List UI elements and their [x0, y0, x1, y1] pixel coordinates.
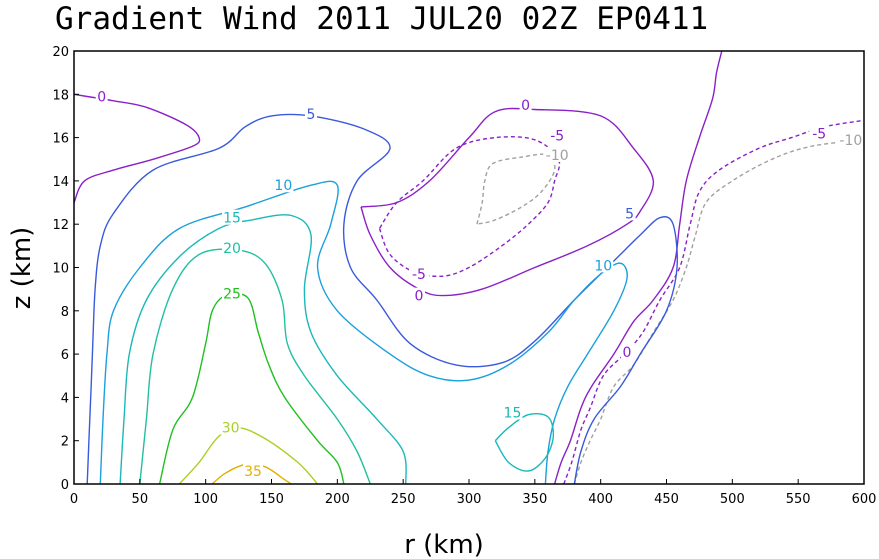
- x-tick-label: 500: [720, 492, 745, 507]
- x-tick-label: 450: [654, 492, 679, 507]
- y-tick-label: 18: [52, 88, 69, 103]
- contour-label-bg: [593, 257, 614, 273]
- contour-label-bg: [519, 97, 532, 113]
- contour-label-16: 25: [223, 286, 241, 302]
- x-axis-label: r (km): [404, 530, 484, 559]
- contour-line-0-0: [73, 93, 201, 203]
- contour-label-bg: [273, 177, 294, 193]
- contour-label-13: 15: [223, 211, 241, 227]
- x-tick-label: 150: [259, 492, 284, 507]
- x-tick-label: 100: [193, 492, 218, 507]
- contour-label-bg: [623, 205, 636, 221]
- y-tick-label: 8: [61, 305, 69, 320]
- contour-line-20-11: [139, 248, 371, 485]
- contour-label-bg: [222, 285, 242, 301]
- contour-label-1: 0: [521, 98, 530, 114]
- y-axis-label: z (km): [7, 227, 37, 310]
- x-tick-label: 0: [70, 492, 78, 507]
- contour-label-11: 10: [274, 178, 292, 194]
- y-tick-label: 12: [52, 218, 69, 233]
- y-axis-ticks: 0 2 4 6 8 10 12 14 16 18 20: [52, 45, 79, 493]
- x-tick-label: 400: [588, 492, 613, 507]
- contour-label-bg: [408, 265, 429, 281]
- contour-label-bg: [836, 131, 865, 147]
- contour-label-bg: [220, 419, 241, 435]
- contour-label-bg: [222, 240, 242, 256]
- y-tick-label: 2: [61, 435, 69, 450]
- x-tick-label: 50: [132, 492, 149, 507]
- contour-label-bg: [222, 209, 242, 225]
- contour-label-bg: [412, 287, 425, 303]
- contour-label-bg: [243, 463, 264, 479]
- contour-label-17: 30: [222, 421, 240, 437]
- x-tick-label: 550: [786, 492, 811, 507]
- x-tick-label: 200: [325, 492, 350, 507]
- contour-line-10-8: [99, 180, 628, 485]
- contour-line-neg10-5: [476, 153, 556, 225]
- contour-line-5-7: [86, 113, 678, 485]
- x-tick-label: 300: [457, 492, 482, 507]
- contour-label-2: 0: [415, 289, 424, 305]
- contour-label-bg: [95, 88, 108, 104]
- contour-line-15-10: [494, 412, 555, 472]
- y-tick-label: 6: [61, 348, 69, 363]
- contour-line-neg5-3: [378, 136, 561, 278]
- contour-label-9: 5: [307, 107, 316, 123]
- y-tick-label: 14: [52, 175, 69, 190]
- contour-label-bg: [543, 146, 572, 162]
- contour-label-bg: [502, 404, 523, 420]
- contour-label-bg: [809, 125, 830, 141]
- contour-label-18: 35: [244, 464, 262, 480]
- contour-line-neg10-6: [573, 139, 865, 485]
- x-tick-label: 600: [852, 492, 877, 507]
- contour-label-0: 0: [97, 89, 106, 105]
- contour-label-5: -5: [412, 267, 426, 283]
- contour-label-7: -10: [546, 148, 569, 164]
- contour-labels: 0 0 0 0 -5 -5 -5 -10 -10 5 5 10 10 15 15 20 25 30 35: [95, 88, 865, 480]
- contour-label-15: 20: [223, 241, 241, 257]
- contour-label-4: -5: [550, 128, 564, 144]
- contour-line-0-2: [553, 50, 723, 485]
- x-tick-label: 350: [522, 492, 547, 507]
- contour-label-3: 0: [623, 345, 632, 361]
- contour-label-14: 15: [504, 406, 522, 422]
- x-axis-ticks: 0 50 100 150 200 250 300 350 400 450 500 550 600: [70, 479, 877, 507]
- contour-line-neg5-4: [563, 119, 865, 485]
- x-tick-label: 250: [391, 492, 416, 507]
- contour-label-bg: [621, 343, 633, 359]
- contour-line-15-9: [119, 214, 407, 485]
- y-tick-label: 10: [52, 262, 69, 277]
- chart-title: Gradient Wind 2011 JUL20 02Z EP0411: [55, 1, 708, 37]
- contour-lines: [73, 50, 865, 485]
- contour-line-25-12: [158, 292, 345, 485]
- contour-label-bg: [547, 127, 568, 143]
- contour-label-12: 10: [594, 258, 612, 274]
- y-tick-label: 4: [61, 391, 69, 406]
- contour-label-bg: [305, 105, 317, 121]
- contour-label-10: 5: [625, 206, 634, 222]
- contour-label-6: -5: [812, 126, 826, 142]
- y-tick-label: 16: [52, 132, 69, 147]
- contour-label-8: -10: [839, 133, 862, 149]
- y-tick-label: 20: [52, 45, 69, 60]
- y-tick-label: 0: [61, 478, 69, 493]
